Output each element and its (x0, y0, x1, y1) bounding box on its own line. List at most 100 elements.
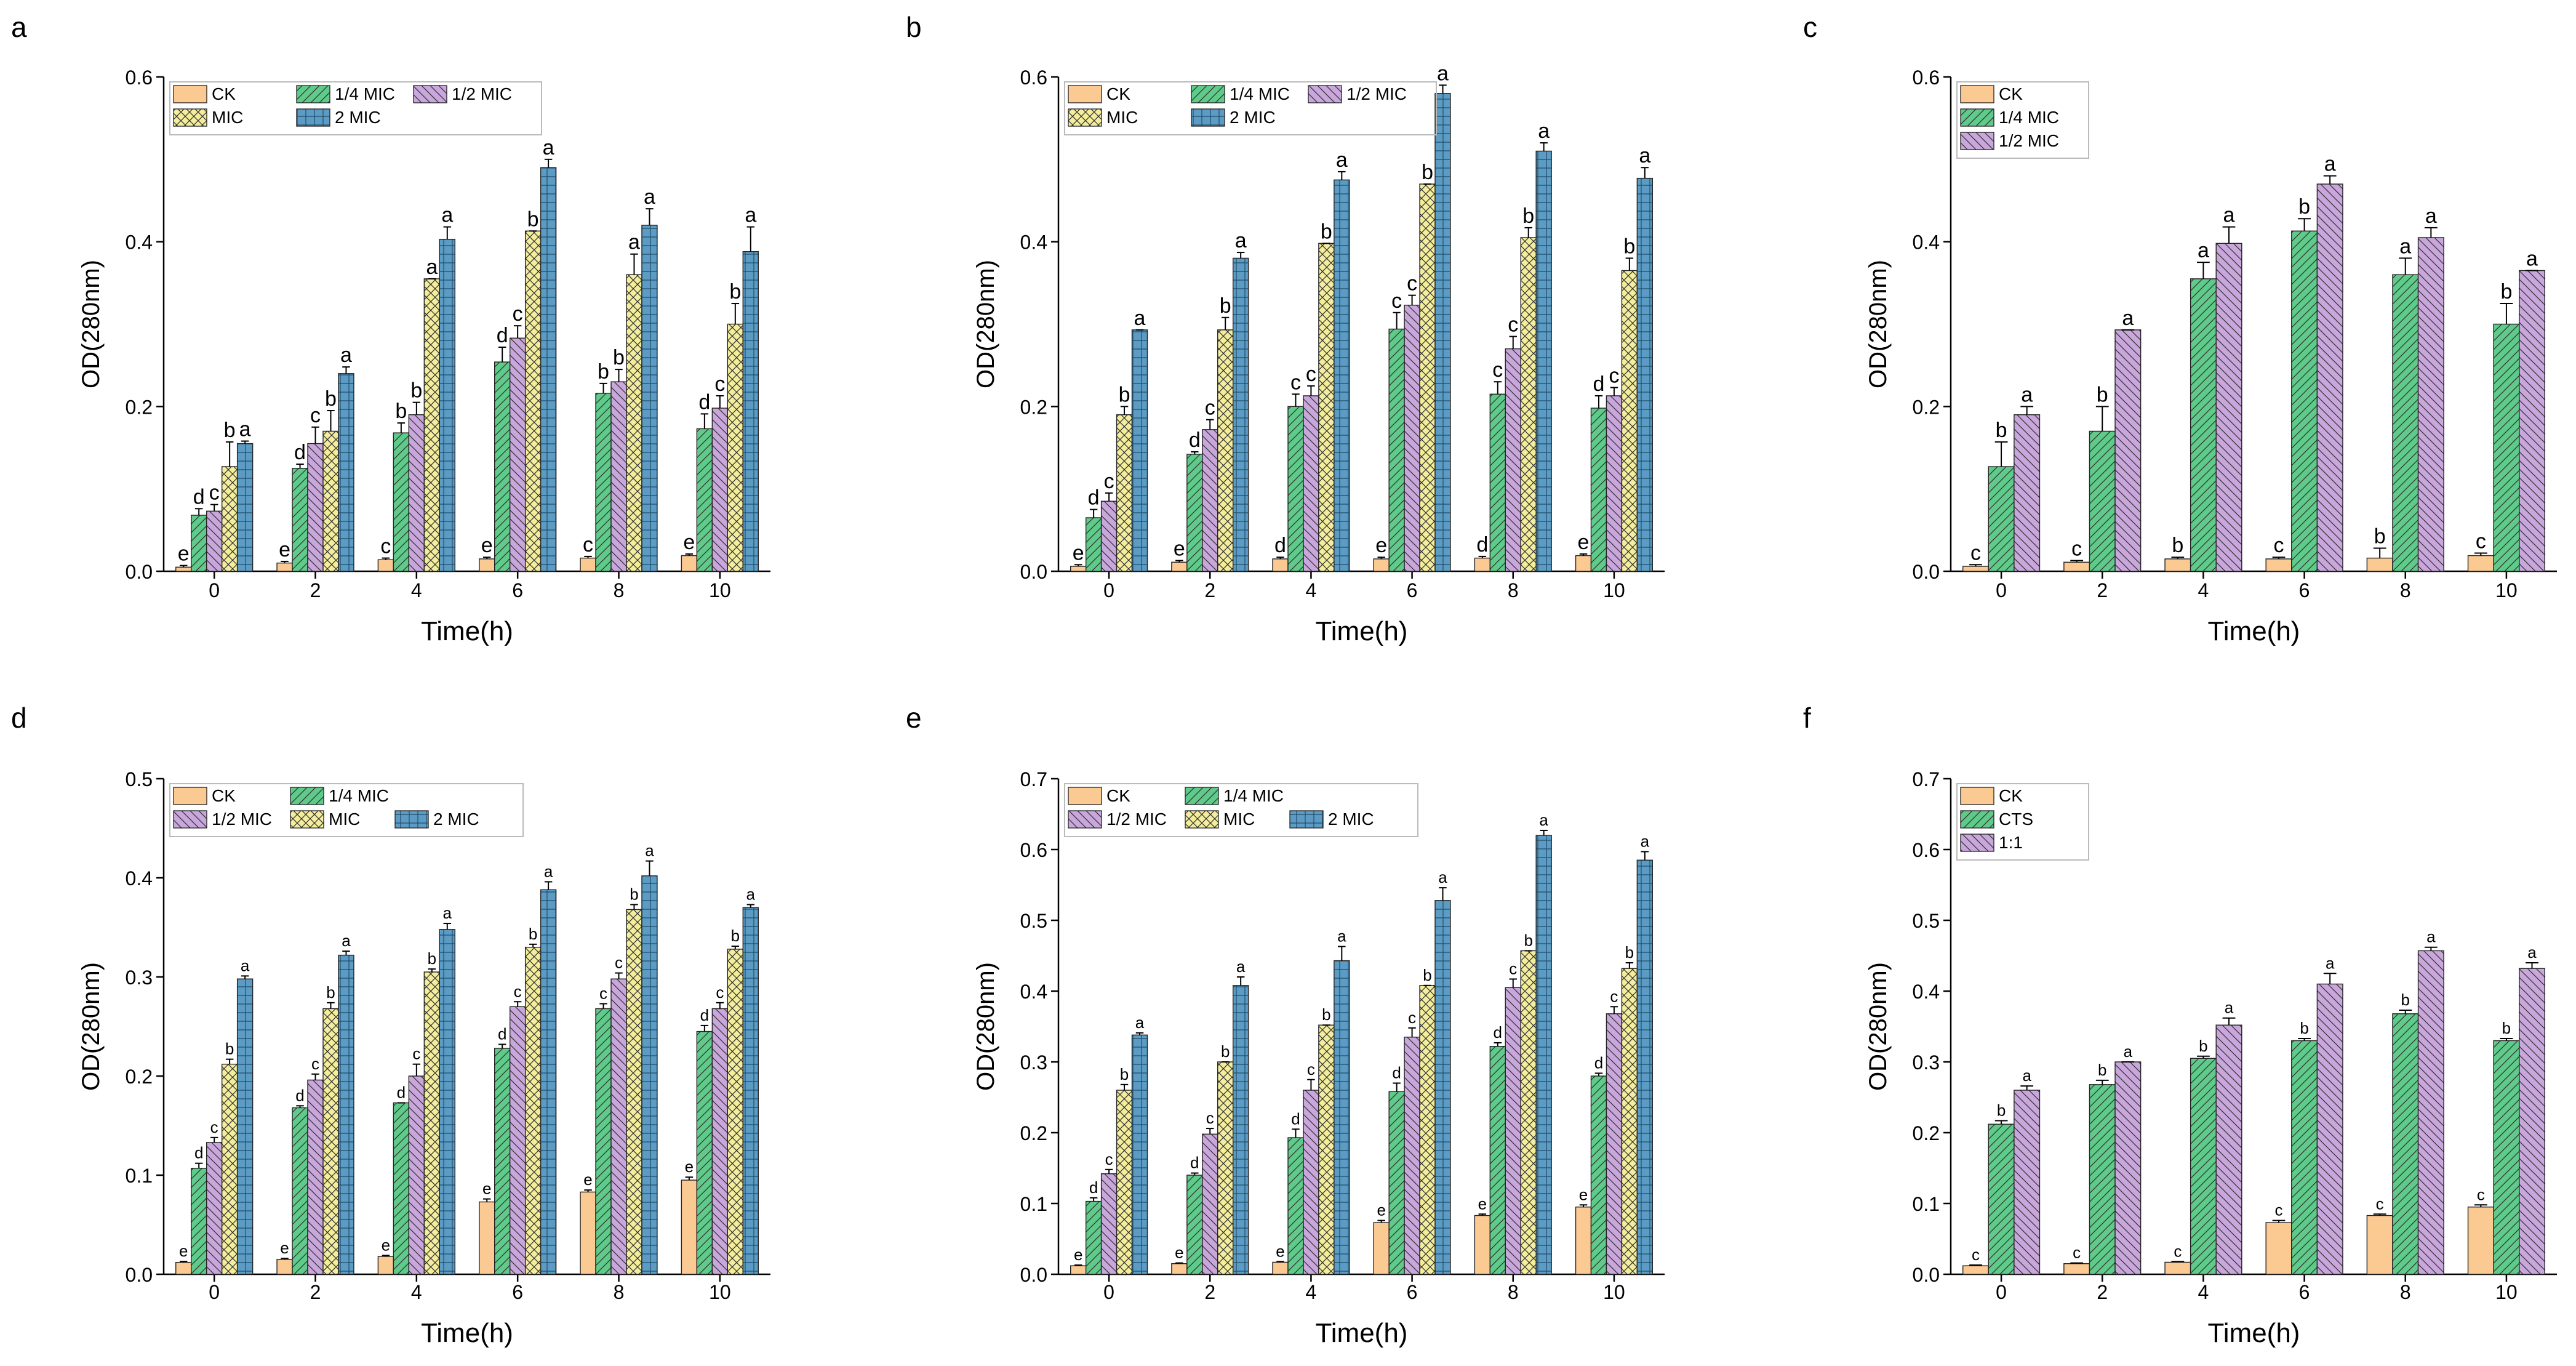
legend-swatch (173, 787, 207, 805)
significance-letter: d (1189, 428, 1201, 452)
significance-letter: a (342, 931, 351, 950)
significance-letter: e (1073, 541, 1084, 564)
panel-letter: f (1803, 702, 1811, 734)
x-axis-label: Time(h) (2208, 1318, 2300, 1348)
x-tick-label: 4 (1306, 1281, 1317, 1303)
bar-f-0-0 (1962, 1265, 1989, 1275)
legend-label: 2 MIC (1328, 810, 1374, 829)
y-tick-label: 0.5 (1913, 910, 1940, 932)
significance-letter: a (2124, 1042, 2133, 1061)
bar-c-5-0 (2467, 555, 2494, 572)
bar-d-3-2 (509, 1006, 526, 1275)
y-tick-label: 0.4 (1913, 981, 1940, 1003)
significance-letter: d (497, 324, 508, 347)
bar-d-3-1 (494, 1048, 511, 1275)
panel-letter: d (11, 702, 27, 734)
bar-e-4-3 (1520, 950, 1537, 1275)
significance-letter: a (644, 185, 655, 209)
significance-letter: d (1274, 534, 1286, 557)
bar-f-3-0 (2265, 1222, 2292, 1275)
significance-letter: e (1276, 1242, 1284, 1260)
bar-d-2-1 (393, 1102, 410, 1275)
y-tick-label: 0.5 (126, 768, 153, 790)
significance-letter: a (2326, 954, 2335, 972)
significance-letter: b (613, 346, 625, 369)
significance-letter: d (698, 390, 710, 414)
legend-label: MIC (1223, 810, 1255, 829)
y-tick-label: 0.0 (126, 561, 153, 583)
legend-label: 1/4 MIC (335, 84, 395, 103)
legend-swatch (296, 108, 330, 127)
bar-d-4-2 (610, 978, 627, 1275)
significance-letter: b (224, 419, 236, 442)
bar-d-2-2 (408, 1075, 425, 1275)
bar-a-1-4 (338, 373, 354, 572)
panel-a: a0.00.20.40.6OD(280nm)Time(h)0ed cb a2edcb… (11, 11, 770, 646)
bar-e-1-0 (1171, 1263, 1188, 1275)
bar-b-2-4 (1334, 179, 1350, 572)
legend-frame (169, 783, 524, 837)
significance-letter: c (209, 481, 220, 505)
legend-swatch (1960, 85, 1994, 103)
legend-label: MIC (1106, 108, 1138, 127)
x-tick-label: 6 (2299, 579, 2310, 601)
bar-e-5-2 (1606, 1013, 1623, 1275)
significance-letter: c (2273, 534, 2284, 557)
panel-letter: a (11, 11, 27, 43)
significance-letter: e (179, 1242, 188, 1260)
bar-f-2-2 (2215, 1024, 2242, 1275)
bar-d-1-4 (338, 954, 354, 1275)
significance-letter: a (441, 204, 453, 227)
bar-b-3-0 (1373, 558, 1390, 572)
significance-letter: b (325, 387, 337, 411)
significance-letter: b (1220, 294, 1231, 318)
bar-a-3-2 (509, 337, 526, 572)
bar-e-1-1 (1186, 1175, 1203, 1275)
significance-letter: e (382, 1235, 390, 1254)
bar-e-5-0 (1575, 1207, 1592, 1275)
legend-label: 2 MIC (433, 810, 479, 829)
x-tick-label: 6 (2299, 1281, 2310, 1303)
bar-a-3-1 (494, 361, 511, 572)
significance-letter: b (2097, 383, 2108, 406)
significance-letter: a (239, 418, 251, 441)
significance-letter: b (1623, 235, 1635, 258)
significance-letter: c (1290, 371, 1301, 394)
significance-letter: a (2526, 247, 2538, 271)
significance-letter: c (1391, 289, 1402, 313)
y-axis-label: OD(280nm) (972, 260, 999, 388)
bar-c-0-1 (1988, 466, 2015, 572)
significance-letter: c (1972, 1245, 1980, 1264)
significance-letter: b (2401, 990, 2410, 1009)
significance-letter: a (544, 862, 553, 880)
significance-letter: b (1120, 1065, 1129, 1083)
significance-letter: a (1437, 62, 1449, 85)
bar-b-2-2 (1303, 395, 1319, 572)
bar-a-3-3 (524, 230, 542, 572)
significance-letter: d (194, 1144, 203, 1162)
significance-letter: b (731, 926, 740, 945)
significance-letter: e (583, 1170, 592, 1189)
bar-b-1-2 (1202, 429, 1218, 572)
x-tick-label: 6 (1407, 579, 1418, 601)
bar-a-4-4 (641, 225, 658, 572)
legend-frame (1956, 81, 2089, 159)
bar-b-5-3 (1621, 270, 1638, 572)
bar-e-2-2 (1303, 1090, 1319, 1275)
significance-letter: a (2324, 153, 2336, 176)
y-tick-label: 0.0 (1913, 561, 1940, 583)
y-tick-label: 0.7 (1020, 768, 1047, 790)
bar-e-0-2 (1100, 1173, 1118, 1275)
y-tick-label: 0.3 (1020, 1051, 1047, 1074)
significance-letter: b (2500, 280, 2512, 303)
significance-letter: c (583, 533, 593, 556)
bar-b-2-0 (1272, 558, 1289, 572)
bar-d-5-3 (727, 949, 744, 1275)
significance-letter: b (1119, 383, 1130, 406)
bar-f-5-0 (2467, 1207, 2494, 1275)
legend-frame (169, 81, 542, 135)
x-tick-label: 0 (1996, 579, 2007, 601)
bar-f-0-2 (2014, 1090, 2041, 1275)
legend-swatch (1960, 787, 1994, 805)
bar-b-4-1 (1489, 393, 1506, 572)
